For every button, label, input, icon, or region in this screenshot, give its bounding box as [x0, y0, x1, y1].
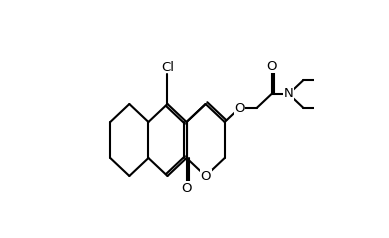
Text: O: O	[266, 60, 277, 73]
Text: O: O	[234, 101, 245, 114]
Text: N: N	[284, 88, 294, 100]
Text: Cl: Cl	[161, 61, 174, 74]
Text: O: O	[181, 182, 192, 194]
Text: O: O	[200, 169, 211, 183]
